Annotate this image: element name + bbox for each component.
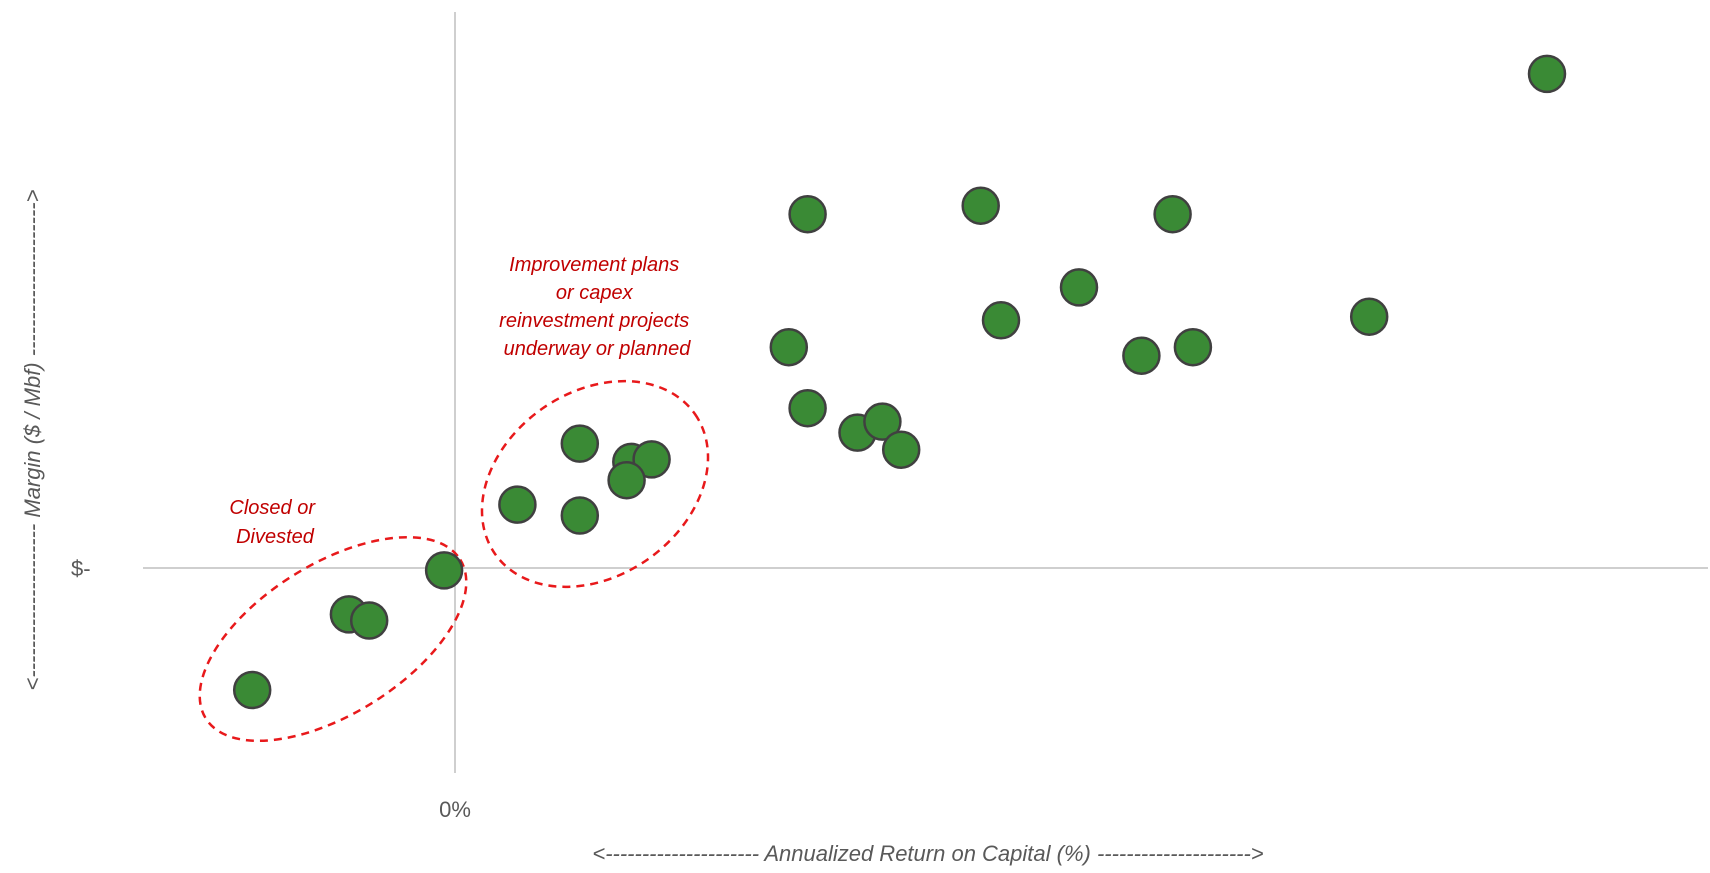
x-tick-label: 0% xyxy=(439,797,471,822)
annotation-improvement-plans: Improvement plans or capex reinvestment … xyxy=(499,254,695,360)
data-point-9 xyxy=(632,440,671,479)
annotation-line: Divested xyxy=(236,526,315,548)
data-point-4 xyxy=(424,551,464,590)
data-point-5 xyxy=(498,485,537,524)
data-points xyxy=(232,54,1567,710)
data-point-22 xyxy=(1173,327,1213,367)
data-point-6 xyxy=(560,424,600,463)
annotation-closed-divested: Closed or Divested xyxy=(229,497,320,548)
annotation-line: or capex xyxy=(556,282,634,304)
annotation-line: underway or planned xyxy=(504,338,692,360)
data-point-3 xyxy=(349,601,389,640)
data-point-19 xyxy=(1059,268,1099,307)
data-point-7 xyxy=(560,496,600,535)
annotation-line: Closed or xyxy=(229,497,316,519)
data-point-10 xyxy=(607,460,646,500)
x-axis-title: <--------------------- Annualized Return… xyxy=(592,841,1263,866)
annotation-line: reinvestment projects xyxy=(499,310,689,332)
annotation-line: Improvement plans xyxy=(509,254,679,276)
data-point-11 xyxy=(769,327,809,367)
improvement-ellipse xyxy=(480,379,710,589)
data-point-13 xyxy=(788,194,827,234)
data-point-20 xyxy=(1122,336,1161,375)
data-point-17 xyxy=(961,186,1000,225)
data-point-15 xyxy=(863,402,902,441)
closed-divested-ellipse xyxy=(198,535,468,743)
data-point-16 xyxy=(881,430,921,469)
y-tick-label: $- xyxy=(71,556,91,581)
data-point-12 xyxy=(788,388,827,428)
data-point-23 xyxy=(1349,297,1389,336)
y-axis-title: <--------------------- Margin ($ / Mbf) … xyxy=(20,189,45,690)
data-point-21 xyxy=(1153,194,1192,234)
data-point-1 xyxy=(232,670,272,710)
data-point-18 xyxy=(981,301,1021,340)
data-point-24 xyxy=(1527,54,1567,94)
